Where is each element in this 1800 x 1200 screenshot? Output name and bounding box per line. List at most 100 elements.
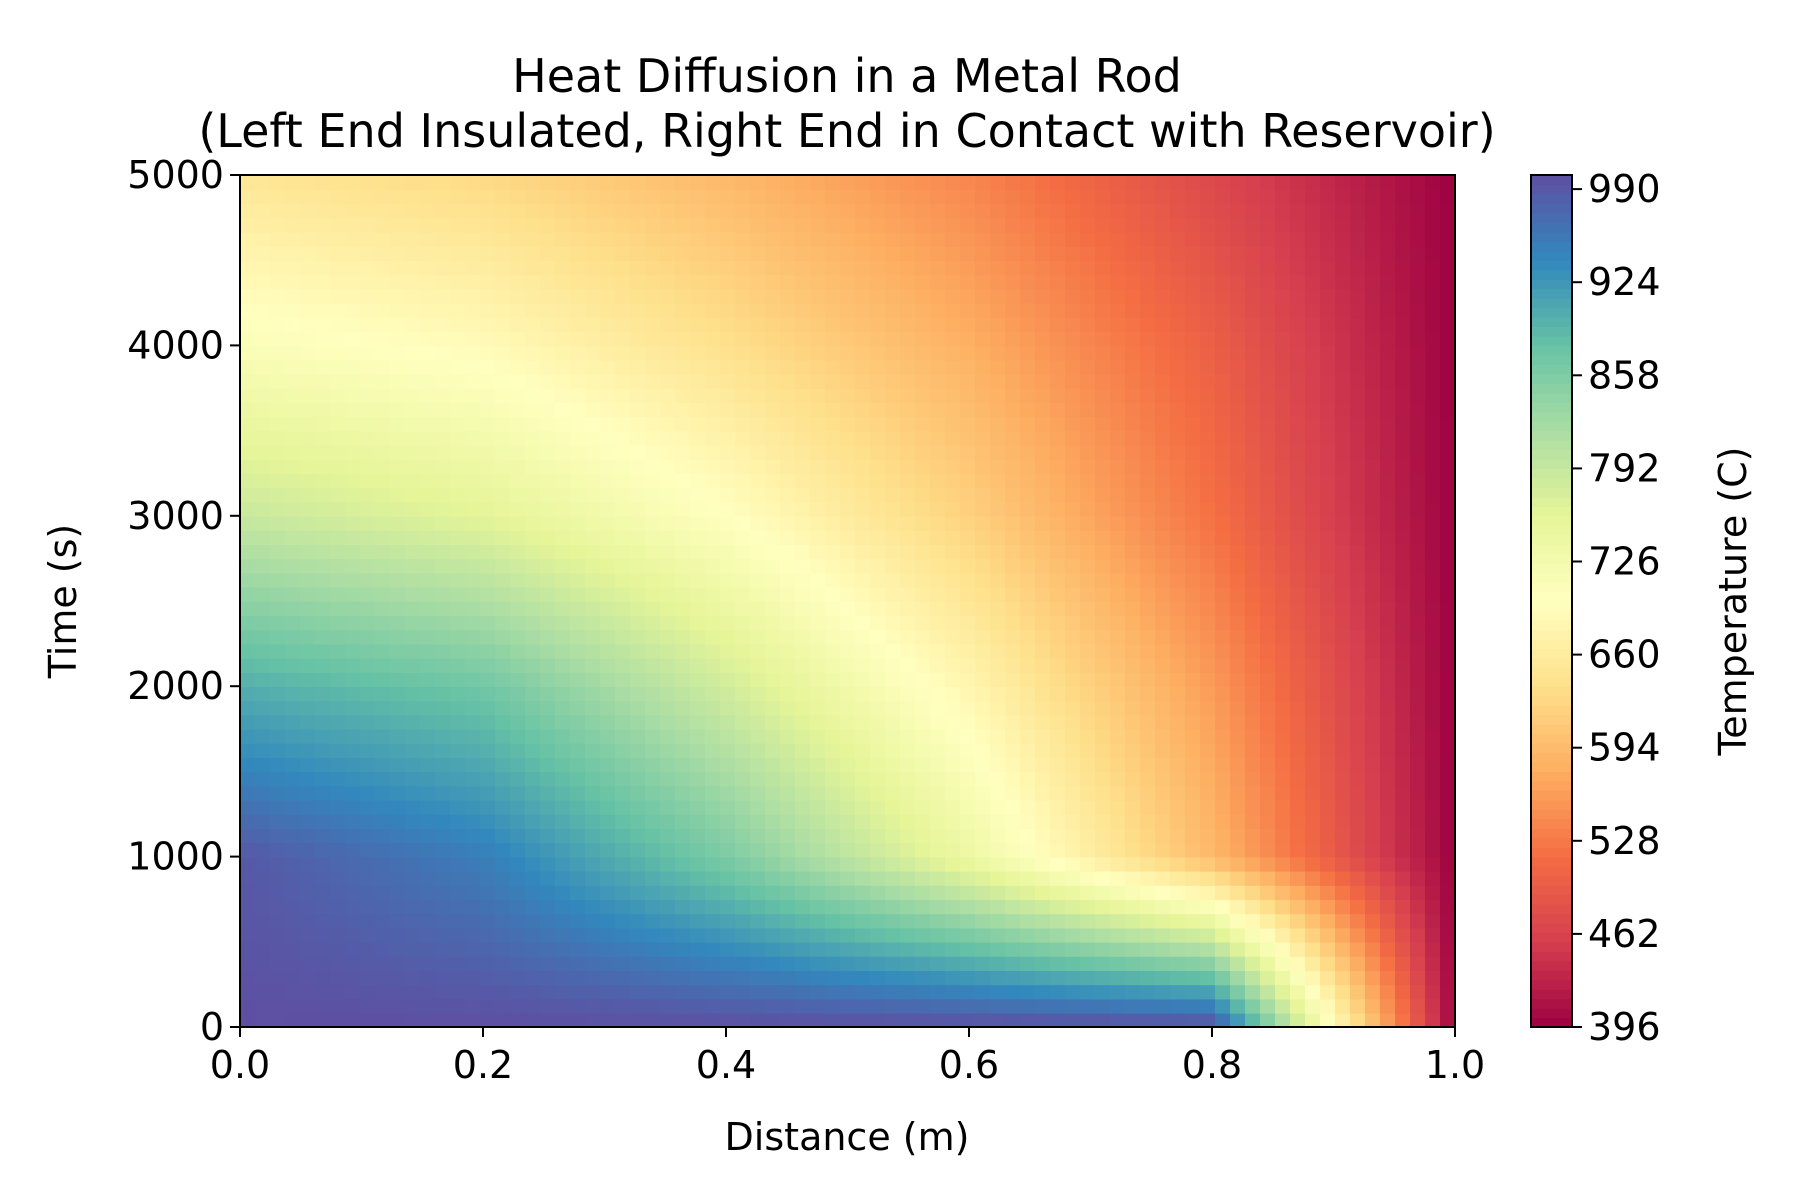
heatmap-cell	[1080, 530, 1096, 545]
heatmap-cell	[735, 416, 751, 432]
heatmap-cell	[1260, 402, 1276, 418]
heatmap-cell	[360, 856, 376, 872]
heatmap-cell	[1080, 515, 1096, 531]
colorbar-segment	[1531, 818, 1572, 829]
heatmap-cell	[1110, 828, 1126, 844]
heatmap-cell	[375, 459, 391, 474]
heatmap-cell	[825, 331, 841, 347]
heatmap-cell	[390, 927, 406, 943]
heatmap-cell	[1395, 217, 1411, 233]
heatmap-cell	[1050, 643, 1066, 659]
heatmap-cell	[1230, 956, 1246, 971]
heatmap-cell	[1410, 799, 1426, 815]
heatmap-cell	[990, 743, 1006, 758]
heatmap-cell	[1005, 927, 1021, 943]
heatmap-cell	[885, 970, 901, 986]
heatmap-cell	[1050, 870, 1066, 886]
heatmap-cell	[915, 302, 931, 318]
heatmap-cell	[270, 175, 286, 190]
heatmap-cell	[300, 246, 316, 261]
heatmap-cell	[240, 686, 256, 702]
heatmap-cell	[240, 416, 256, 432]
heatmap-cell	[1020, 856, 1036, 872]
heatmap-cell	[780, 785, 796, 801]
heatmap-cell	[1035, 402, 1051, 418]
heatmap-cell	[960, 530, 976, 545]
heatmap-cell	[360, 345, 376, 361]
heatmap-cell	[690, 515, 706, 531]
heatmap-cell	[510, 956, 526, 971]
heatmap-cell	[330, 302, 346, 318]
heatmap-cell	[885, 388, 901, 403]
heatmap-cell	[1005, 601, 1021, 616]
heatmap-cell	[675, 615, 691, 631]
heatmap-cell	[1320, 430, 1336, 446]
heatmap-cell	[915, 515, 931, 531]
heatmap-cell	[390, 189, 406, 205]
heatmap-cell	[960, 203, 976, 219]
heatmap-cell	[1395, 757, 1411, 773]
heatmap-cell	[1005, 743, 1021, 758]
heatmap-cell	[1170, 1012, 1186, 1027]
heatmap-cell	[1230, 927, 1246, 943]
heatmap-cell	[480, 501, 496, 517]
heatmap-cell	[1050, 530, 1066, 545]
heatmap-cell	[465, 885, 481, 900]
heatmap-cell	[765, 501, 781, 517]
heatmap-cell	[390, 459, 406, 474]
heatmap-cell	[345, 345, 361, 361]
heatmap-cell	[870, 586, 886, 602]
heatmap-cell	[255, 941, 271, 957]
heatmap-cell	[960, 359, 976, 375]
heatmap-cell	[1305, 1012, 1321, 1027]
heatmap-cell	[1395, 970, 1411, 986]
heatmap-cell	[1290, 572, 1306, 588]
heatmap-cell	[1005, 203, 1021, 219]
heatmap-cell	[1290, 657, 1306, 673]
heatmap-cell	[330, 430, 346, 446]
heatmap-cell	[555, 331, 571, 347]
heatmap-cell	[750, 629, 766, 645]
heatmap-cell	[600, 572, 616, 588]
heatmap-cell	[1395, 700, 1411, 716]
heatmap-cell	[270, 402, 286, 418]
heatmap-cell	[1380, 260, 1396, 276]
heatmap-cell	[1395, 1012, 1411, 1027]
heatmap-cell	[1230, 260, 1246, 276]
heatmap-cell	[705, 487, 721, 503]
heatmap-cell	[1320, 899, 1336, 915]
heatmap-cell	[975, 743, 991, 758]
heatmap-cell	[945, 246, 961, 261]
heatmap-cell	[1155, 941, 1171, 957]
heatmap-cell	[1440, 757, 1455, 773]
heatmap-cell	[390, 487, 406, 503]
heatmap-cell	[1065, 1012, 1081, 1027]
heatmap-cell	[735, 302, 751, 318]
heatmap-cell	[375, 530, 391, 545]
heatmap-cell	[360, 246, 376, 261]
heatmap-cell	[1050, 231, 1066, 247]
heatmap-cell	[615, 856, 631, 872]
heatmap-cell	[750, 814, 766, 829]
heatmap-cell	[1035, 331, 1051, 347]
heatmap-cell	[1365, 487, 1381, 503]
heatmap-cell	[840, 402, 856, 418]
heatmap-cell	[705, 317, 721, 332]
heatmap-cell	[495, 501, 511, 517]
heatmap-cell	[390, 885, 406, 900]
colorbar-segment	[1531, 184, 1572, 195]
heatmap-cell	[540, 913, 556, 929]
heatmap-cell	[1410, 856, 1426, 872]
heatmap-cell	[870, 714, 886, 730]
heatmap-cell	[1095, 515, 1111, 531]
heatmap-cell	[1065, 203, 1081, 219]
heatmap-cell	[1065, 657, 1081, 673]
heatmap-cell	[570, 260, 586, 276]
heatmap-cell	[600, 430, 616, 446]
heatmap-cell	[1125, 473, 1141, 489]
heatmap-cell	[900, 672, 916, 687]
heatmap-cell	[570, 203, 586, 219]
heatmap-cell	[345, 388, 361, 403]
heatmap-cell	[1215, 828, 1231, 844]
heatmap-cell	[420, 799, 436, 815]
